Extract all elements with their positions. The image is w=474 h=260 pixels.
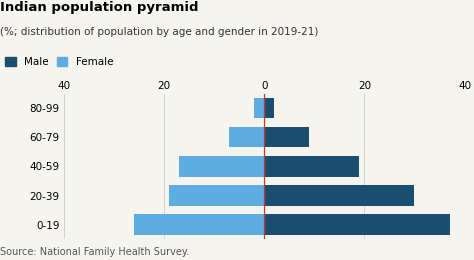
Bar (264, 214, 449, 235)
Bar (264, 98, 274, 118)
Bar (264, 156, 359, 177)
Bar (229, 127, 264, 147)
Bar (264, 127, 310, 147)
Text: (%; distribution of population by age and gender in 2019-21): (%; distribution of population by age an… (0, 27, 319, 37)
Legend: Male, Female: Male, Female (5, 57, 113, 67)
Bar (169, 185, 264, 206)
Bar (179, 156, 264, 177)
Bar (264, 185, 414, 206)
Bar (254, 98, 264, 118)
Text: Source: National Family Health Survey.: Source: National Family Health Survey. (0, 248, 189, 257)
Bar (134, 214, 264, 235)
Text: Indian population pyramid: Indian population pyramid (0, 1, 199, 14)
